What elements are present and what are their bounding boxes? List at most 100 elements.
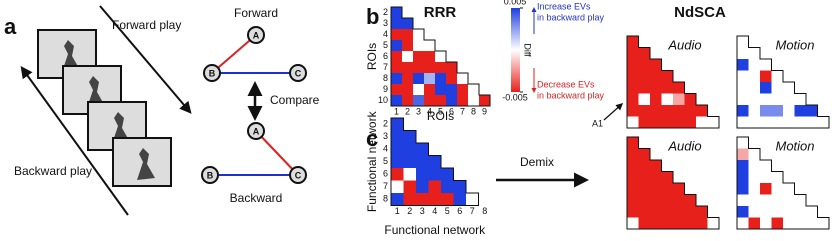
heatmap-cell bbox=[748, 217, 760, 229]
heatmap-cell bbox=[737, 82, 749, 94]
panel-label: c bbox=[366, 126, 378, 151]
heatmap-cell bbox=[661, 93, 673, 105]
col-label: 1 bbox=[394, 106, 399, 116]
heatmap-cell bbox=[638, 82, 650, 94]
heatmap-cell bbox=[453, 193, 466, 206]
panel-label: b bbox=[366, 4, 379, 29]
heatmap-cell bbox=[748, 70, 760, 82]
matrix-outline bbox=[390, 6, 491, 107]
heatmap-cell bbox=[457, 84, 468, 95]
heatmap-cell bbox=[737, 116, 749, 128]
heatmap-cell bbox=[737, 148, 749, 160]
heatmap-cell bbox=[627, 93, 639, 105]
heatmap-cell bbox=[748, 82, 760, 94]
heatmap-cell bbox=[707, 217, 719, 229]
heatmap-cell bbox=[627, 70, 639, 82]
heatmap-cell bbox=[402, 40, 413, 51]
heatmap-cell bbox=[413, 84, 424, 95]
heatmap-cell bbox=[760, 116, 772, 128]
heatmap-cell bbox=[468, 84, 479, 95]
heatmap-cell bbox=[391, 180, 404, 193]
heatmap-cell bbox=[771, 217, 783, 229]
heatmap-cell bbox=[673, 93, 685, 105]
heatmap-cell bbox=[650, 70, 662, 82]
heatmap-cell bbox=[760, 82, 772, 94]
heatmap-cell bbox=[638, 93, 650, 105]
forward-label: Forward bbox=[234, 6, 278, 20]
matrix-outline bbox=[390, 117, 479, 206]
heatmap-cell bbox=[413, 51, 424, 62]
heatmap-cell bbox=[416, 193, 429, 206]
backward-label: Backward bbox=[230, 191, 283, 205]
compare-label: Compare bbox=[270, 93, 320, 107]
heatmap-cell bbox=[627, 137, 639, 149]
heatmap-cell bbox=[696, 206, 708, 218]
heatmap-cell bbox=[413, 62, 424, 73]
heatmap-cell bbox=[696, 105, 708, 117]
heatmap-cell bbox=[748, 116, 760, 128]
heatmap-cell bbox=[760, 194, 772, 206]
colorbar-title: Diff bbox=[523, 43, 533, 57]
heatmap-cell bbox=[760, 160, 772, 172]
heatmap-cell bbox=[391, 84, 402, 95]
heatmap-cell bbox=[435, 84, 446, 95]
heatmap-cell bbox=[650, 206, 662, 218]
heatmap-cell bbox=[391, 168, 404, 181]
heatmap-cell bbox=[627, 105, 639, 117]
heatmap-cell bbox=[441, 193, 454, 206]
heatmap-cell bbox=[650, 160, 662, 172]
heatmap-cell bbox=[771, 70, 783, 82]
heatmap-cell bbox=[748, 47, 760, 59]
panel-title: Audio bbox=[667, 138, 701, 153]
heatmap-cell bbox=[783, 82, 795, 94]
heatmap-cell bbox=[468, 95, 479, 106]
heatmap-cell bbox=[737, 194, 749, 206]
heatmap-cell bbox=[760, 93, 772, 105]
heatmap-cell bbox=[428, 155, 441, 168]
row-label: 3 bbox=[383, 18, 388, 28]
heatmap-cell bbox=[783, 183, 795, 195]
heatmap-cell bbox=[428, 180, 441, 193]
heatmap-cell bbox=[391, 155, 404, 168]
heatmap-cell bbox=[737, 171, 749, 183]
heatmap-cell bbox=[684, 116, 696, 128]
heatmap-cell bbox=[771, 206, 783, 218]
heatmap-cell bbox=[760, 183, 772, 195]
heatmap-cell bbox=[402, 29, 413, 40]
heatmap-cell bbox=[391, 95, 402, 106]
heatmap-cell bbox=[673, 116, 685, 128]
colorbar bbox=[511, 8, 520, 92]
heatmap-cell bbox=[771, 194, 783, 206]
heatmap-cell bbox=[650, 171, 662, 183]
heatmap-cell bbox=[650, 217, 662, 229]
video-frames bbox=[37, 29, 172, 187]
heatmap-cell bbox=[627, 82, 639, 94]
heatmap-cell bbox=[424, 95, 435, 106]
heatmap-cell bbox=[661, 183, 673, 195]
demix-label: Demix bbox=[520, 155, 554, 169]
heatmap-cell bbox=[771, 93, 783, 105]
heatmap-cell bbox=[391, 118, 404, 131]
heatmap-cell bbox=[403, 143, 416, 156]
heatmap-cell bbox=[627, 171, 639, 183]
heatmap-cell bbox=[457, 95, 468, 106]
heatmap-cell bbox=[748, 148, 760, 160]
col-label: 2 bbox=[407, 206, 412, 216]
heatmap-cell bbox=[806, 217, 818, 229]
heatmap-cell bbox=[760, 171, 772, 183]
heatmap-cell bbox=[413, 73, 424, 84]
heatmap-cell bbox=[650, 194, 662, 206]
graph-backward bbox=[201, 122, 307, 184]
heatmap-cell bbox=[673, 183, 685, 195]
heatmap-cell bbox=[661, 171, 673, 183]
increase-label: Increase EVs bbox=[537, 1, 591, 11]
heatmap-cell bbox=[737, 183, 749, 195]
node-label: A bbox=[253, 126, 260, 136]
heatmap-cell bbox=[684, 105, 696, 117]
graph-forward bbox=[203, 26, 307, 82]
row-label: 3 bbox=[383, 131, 388, 141]
matrix-outline bbox=[736, 136, 830, 230]
heatmap-cell bbox=[783, 116, 795, 128]
heatmap-cell bbox=[771, 171, 783, 183]
heatmap-cell bbox=[424, 51, 435, 62]
